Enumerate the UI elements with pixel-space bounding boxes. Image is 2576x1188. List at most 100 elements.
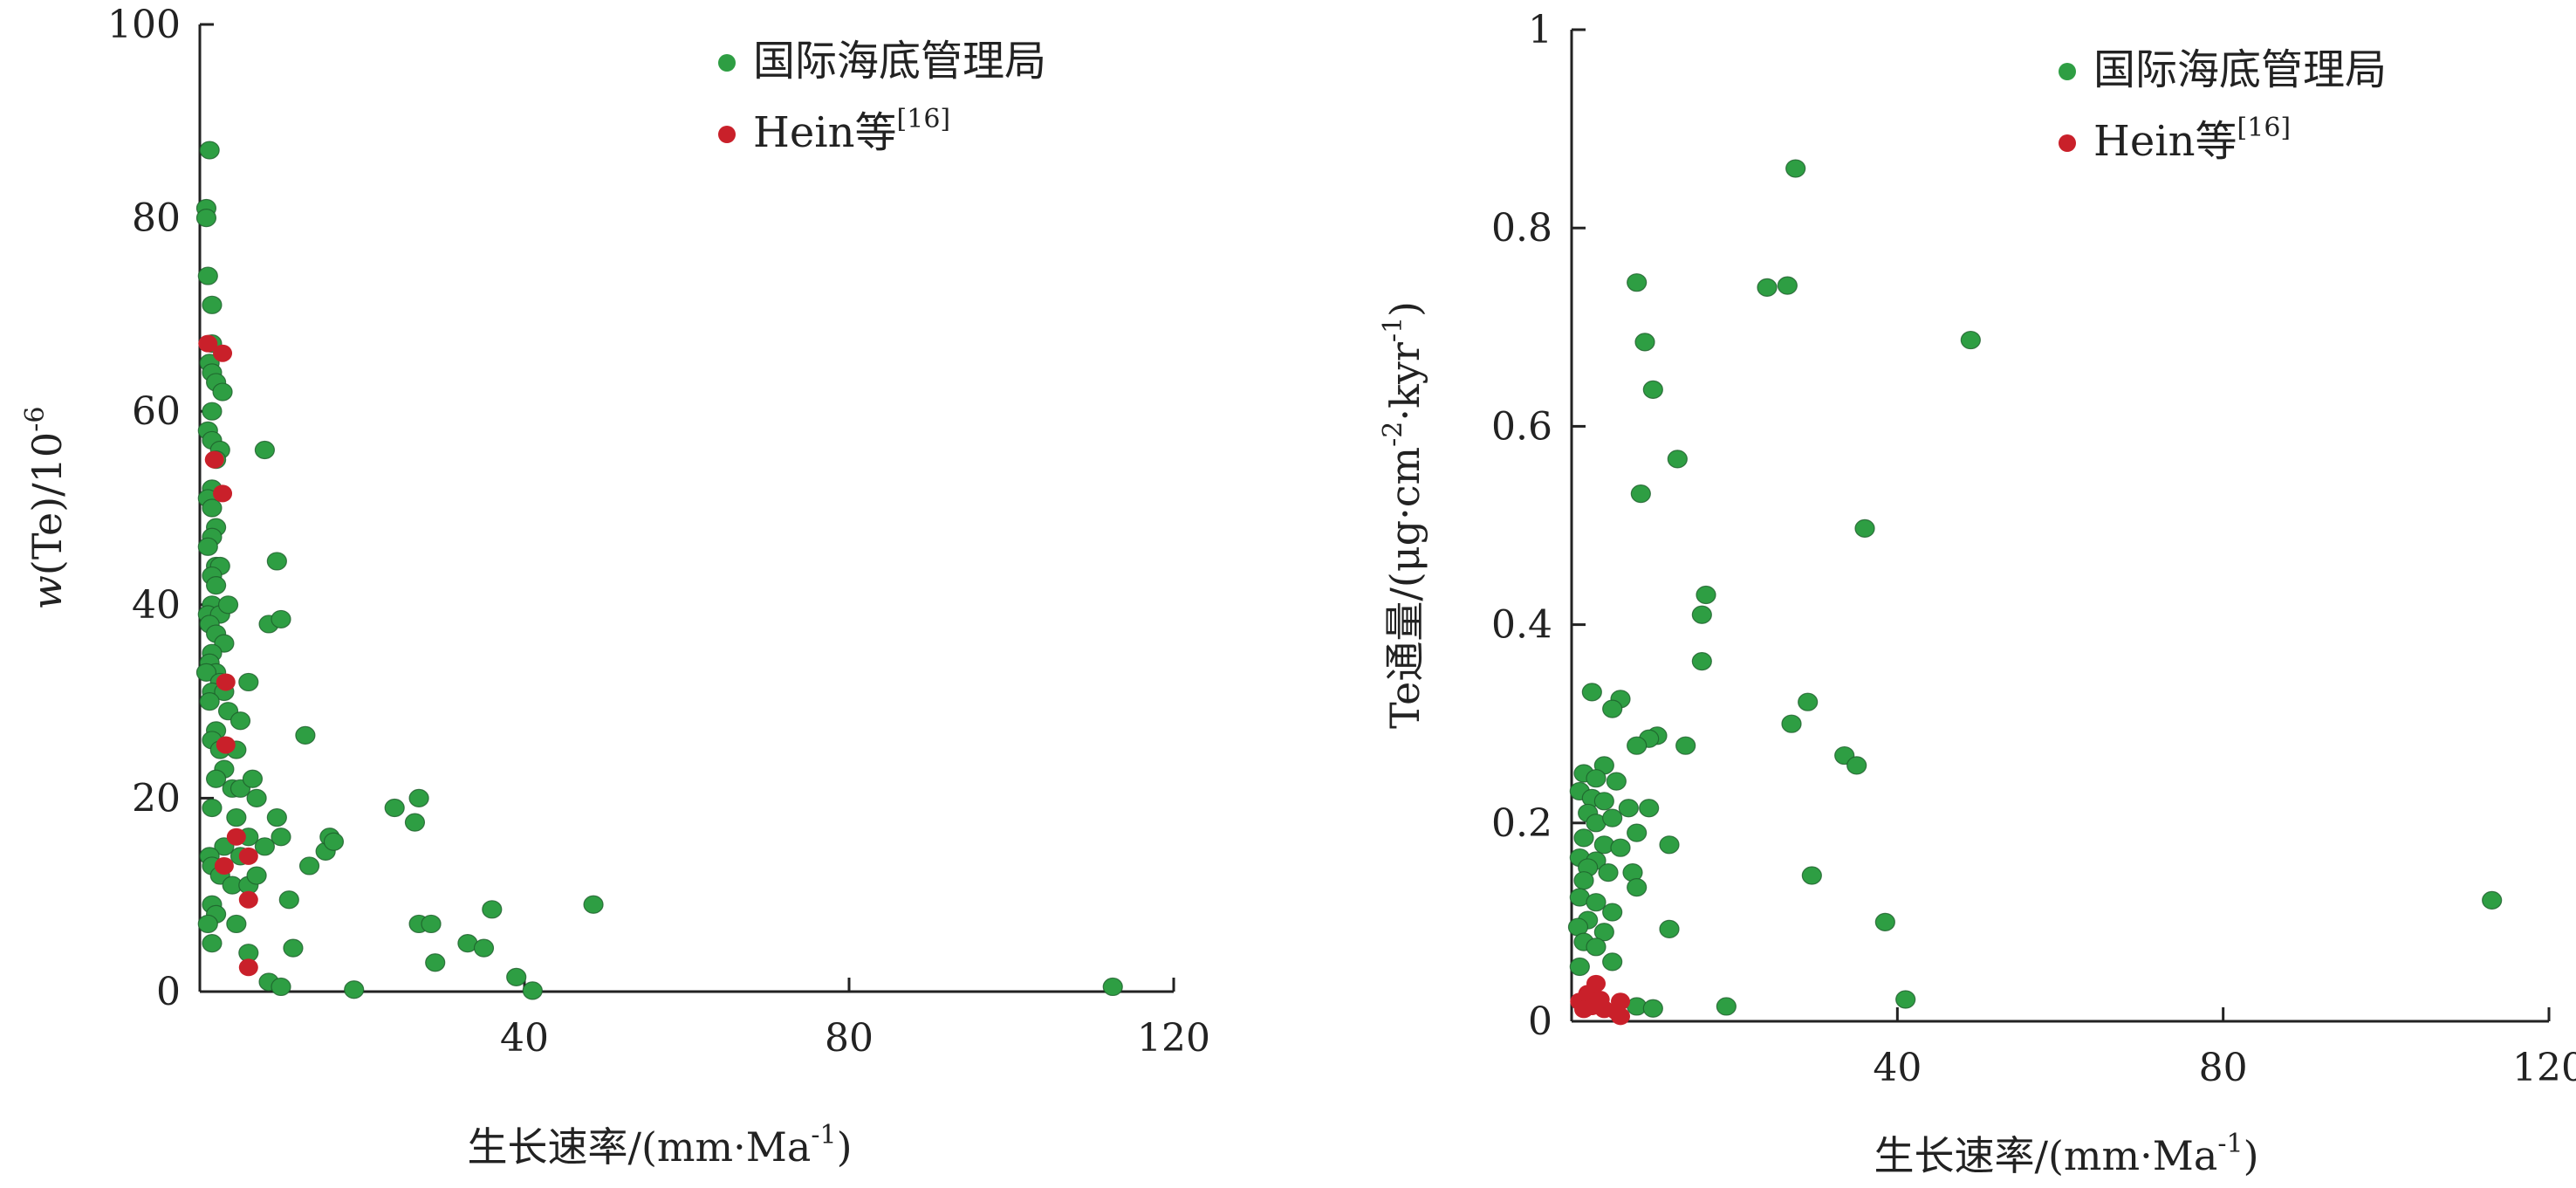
data-point [1593,923,1614,942]
data-point [522,981,543,1000]
data-point [254,440,275,460]
data-point [1874,912,1895,932]
data-point [506,967,527,986]
y-axis-label: w(Te)/10-6 [20,407,71,610]
data-point [1642,380,1663,399]
data-point [1895,990,1916,1009]
data-point [421,914,442,934]
data-point [246,788,267,808]
data-point [1627,273,1648,292]
data-point [1639,799,1660,818]
legend-marker [2059,134,2076,152]
data-point [1606,772,1627,791]
data-point [266,807,287,827]
legend-entry: Hein等[16] [2093,113,2291,166]
data-point [278,890,299,910]
data-point [583,895,604,914]
data-point [230,711,251,731]
data-point [216,673,236,691]
legend-marker [2059,63,2076,80]
series-hein [198,334,258,977]
data-point [217,595,239,615]
data-point [197,537,218,556]
data-point [482,900,503,919]
data-point [1659,835,1680,855]
data-point [206,576,227,595]
legend-marker [718,126,736,143]
legend-entry: 国际海底管理局 [753,37,1046,86]
data-point [1611,992,1630,1011]
data-point [271,827,291,847]
y-tick-label: 0.4 [1491,603,1552,648]
x-tick-label: 40 [1873,1046,1922,1090]
data-point [295,725,316,745]
data-point [1593,792,1614,811]
data-point [1627,878,1648,897]
data-point [195,209,217,228]
data-point [1618,799,1639,818]
data-point [238,890,258,909]
data-point [1586,937,1607,957]
data-point [246,866,267,885]
data-point [1667,450,1688,469]
x-tick-label: 40 [500,1016,549,1061]
data-point [404,813,426,832]
legend-marker [718,54,736,72]
data-point [1960,330,1981,350]
x-tick-label: 80 [825,1016,874,1061]
legend-entry: Hein等[16] [753,104,950,157]
data-point [197,914,218,934]
data-point [198,334,218,353]
data-point [1569,957,1590,977]
data-point [1598,862,1619,882]
data-point [1691,605,1712,624]
data-point [1659,919,1680,938]
legend: 国际海底管理局 Hein等[16] [2059,45,2387,166]
data-point [195,663,217,682]
series-isa [1567,159,2503,1018]
data-point [1602,903,1623,922]
legend-entry: 国际海底管理局 [2093,45,2387,94]
data-point [202,402,223,421]
chart-left: 0 20 40 60 80 100 40 80 120 生长速率/(mm·Ma-1) w(Te)/1… [20,3,1210,1171]
data-point [408,788,429,808]
data-point [212,382,233,402]
data-point [1757,278,1778,297]
data-point [1777,276,1798,295]
data-point [1691,652,1712,671]
data-point [242,769,264,788]
data-point [1675,736,1696,755]
y-tick-label: 0.2 [1491,801,1552,846]
data-point [216,736,236,754]
data-point [1586,974,1606,992]
data-point [1586,893,1607,912]
data-point [202,498,223,518]
y-axis-label: Te通量/(μg·cm-2·kyr-1) [1378,301,1428,729]
y-tick-label: 20 [132,776,181,821]
data-point [1611,1007,1630,1026]
data-point [425,953,446,972]
data-point [204,450,224,469]
y-tick-label: 60 [132,389,181,434]
data-point [1581,683,1602,702]
data-point [344,980,365,999]
data-point [213,484,233,503]
data-point [1846,756,1867,775]
y-tick-label: 0 [1528,999,1552,1044]
data-point [271,609,291,629]
data-point [1696,585,1716,605]
series-hein [1570,974,1630,1026]
data-point [1798,692,1819,711]
y-tick-label: 100 [107,3,181,47]
legend: 国际海底管理局 Hein等[16] [718,37,1046,157]
data-point [1716,997,1737,1016]
data-point [323,832,345,851]
data-point [2482,890,2503,910]
data-point [197,266,218,285]
data-point [202,933,223,953]
x-tick-label: 80 [2199,1046,2248,1090]
data-point [226,914,247,934]
data-point [213,344,233,362]
data-point [1102,977,1123,997]
